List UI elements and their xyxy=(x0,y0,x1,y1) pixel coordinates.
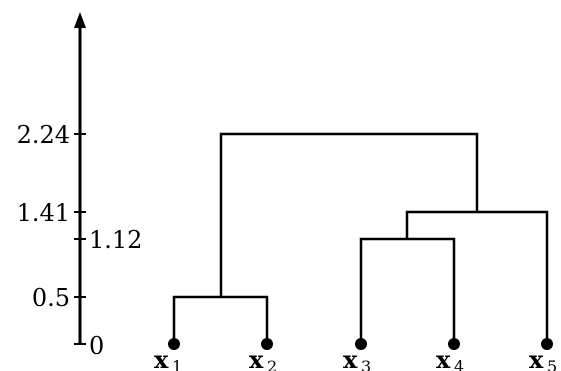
leaf-label-x2-name: x xyxy=(249,345,264,371)
merge-x34-x5 xyxy=(405,210,549,344)
leaf-dot-x5 xyxy=(541,338,553,350)
leaf-label-x5: x 5 xyxy=(529,345,557,371)
leaf-label-x3: x 3 xyxy=(343,345,371,371)
merge-x3-x4 xyxy=(359,237,456,344)
leaf-label-x1-name: x xyxy=(154,345,169,371)
leaf-dot-x4 xyxy=(448,338,460,350)
leaf-label-x5-sub: 5 xyxy=(547,357,557,371)
leaf-dot-x2 xyxy=(261,338,273,350)
leaf-label-x4: x 4 xyxy=(436,345,464,371)
leaf-dot-x1 xyxy=(168,338,180,350)
merge-x1-x2 xyxy=(172,295,269,344)
y-axis-arrow-icon xyxy=(74,12,86,28)
tick-label-0.5: 0.5 xyxy=(32,284,70,312)
leaf-label-x5-name: x xyxy=(529,345,544,371)
tick-label-1.12: 1.12 xyxy=(89,226,142,254)
merge-root xyxy=(219,132,479,297)
leaf-label-x4-name: x xyxy=(436,345,451,371)
tick-label-2.24: 2.24 xyxy=(17,121,70,149)
leaf-label-x2: x 2 xyxy=(249,345,277,371)
leaf-label-x1: x 1 xyxy=(154,345,182,371)
tick-label-1.41: 1.41 xyxy=(17,199,70,227)
tick-label-0: 0 xyxy=(89,332,104,360)
leaf-label-x1-sub: 1 xyxy=(172,357,182,371)
leaf-dot-x3 xyxy=(355,338,367,350)
leaf-label-x2-sub: 2 xyxy=(267,357,277,371)
leaf-label-x3-sub: 3 xyxy=(361,357,371,371)
leaf-label-x4-sub: 4 xyxy=(454,357,464,371)
leaf-label-x3-name: x xyxy=(343,345,358,371)
